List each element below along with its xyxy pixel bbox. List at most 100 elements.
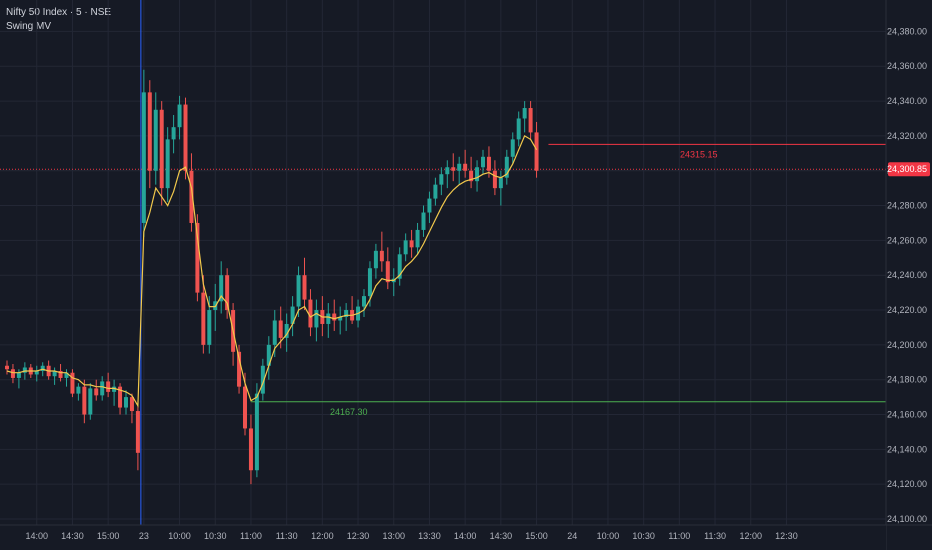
time-tick-label: 15:00 — [525, 531, 548, 541]
candle-body — [528, 108, 533, 133]
price-tick-label: 24,220.00 — [887, 305, 927, 315]
price-tick-label: 24,160.00 — [887, 410, 927, 420]
time-tick-label: 11:30 — [704, 531, 726, 541]
price-tick-label: 24,200.00 — [887, 340, 927, 350]
candle-body — [373, 250, 378, 269]
candle-body — [385, 261, 390, 283]
price-tick-label: 24,340.00 — [887, 96, 927, 106]
candle-body — [427, 198, 432, 213]
price-tick-label: 24,120.00 — [887, 479, 927, 489]
candle-body — [362, 296, 366, 307]
candle-body — [118, 386, 123, 408]
time-tick-label: 12:30 — [775, 531, 798, 541]
candle-body — [201, 292, 206, 345]
candle-body — [147, 92, 152, 171]
candle-body — [475, 167, 480, 182]
candle-body — [141, 92, 146, 223]
candle-body — [296, 275, 301, 307]
candle-body — [254, 393, 259, 471]
candle-body — [445, 167, 450, 175]
candle-body — [338, 317, 343, 321]
candle-body — [379, 250, 384, 262]
candle-body — [153, 109, 158, 171]
candle-body — [266, 344, 271, 366]
price-tick-label: 24,260.00 — [887, 235, 927, 245]
swing-mv-line — [6, 135, 538, 408]
price-tick-label: 24,320.00 — [887, 131, 927, 141]
level-label: 24167.30 — [330, 407, 368, 417]
time-tick-label: 13:00 — [382, 531, 405, 541]
candle-body — [367, 268, 372, 297]
candle-body — [124, 397, 128, 408]
candle-body — [189, 170, 194, 223]
candle-body — [332, 313, 337, 321]
last-price-badge — [888, 162, 930, 177]
candle-body — [171, 127, 176, 140]
time-tick-label: 14:00 — [454, 531, 477, 541]
candle-body — [409, 240, 414, 248]
candle-body — [10, 369, 15, 378]
candle-body — [106, 381, 111, 392]
candle-body — [135, 411, 140, 453]
candle-body — [433, 184, 438, 199]
time-tick-label: 12:00 — [311, 531, 334, 541]
price-scale-panel — [886, 0, 932, 550]
candle-body — [284, 323, 289, 338]
candle-body — [112, 386, 117, 392]
candle-body — [314, 310, 319, 328]
candle-body — [534, 132, 539, 171]
price-tick-label: 24,380.00 — [887, 26, 927, 36]
candle-body — [481, 156, 485, 168]
candle-body — [76, 386, 81, 394]
candle-body — [248, 428, 253, 471]
candle-body — [504, 156, 509, 178]
candle-body — [326, 313, 331, 324]
candle-body — [40, 365, 45, 371]
candle-body — [165, 139, 170, 189]
candle-body — [34, 370, 39, 375]
candle-body — [492, 170, 497, 189]
candle-body — [219, 275, 224, 302]
candle-body — [522, 108, 527, 119]
time-tick-label: 12:30 — [347, 531, 370, 541]
time-tick-label: 24 — [567, 531, 577, 541]
candle-body — [183, 104, 188, 171]
candle-body — [243, 386, 247, 429]
candle-body — [415, 229, 420, 248]
time-tick-label: 10:30 — [632, 531, 655, 541]
candle-body — [451, 167, 456, 171]
candle-body — [177, 104, 182, 128]
candle-body — [421, 212, 426, 230]
candle-body — [469, 170, 474, 182]
candle-body — [159, 109, 164, 189]
candle-body — [302, 275, 307, 300]
candle-body — [237, 351, 242, 387]
candle-body — [100, 381, 105, 396]
candle-body — [52, 370, 57, 377]
symbol-title: Nifty 50 Index · 5 · NSE — [6, 7, 112, 18]
time-tick-label: 10:00 — [597, 531, 620, 541]
candle-body — [290, 306, 295, 324]
time-tick-label: 11:00 — [668, 531, 690, 541]
candle-body — [344, 310, 349, 317]
candle-body — [58, 370, 63, 378]
candle-body — [272, 320, 277, 345]
candle-body — [129, 397, 134, 412]
time-tick-label: 11:00 — [240, 531, 262, 541]
candle-body — [70, 372, 75, 394]
candle-body — [94, 388, 99, 396]
time-tick-label: 23 — [139, 531, 149, 541]
time-tick-label: 11:30 — [276, 531, 298, 541]
time-tick-label: 12:00 — [739, 531, 762, 541]
candle-body — [16, 372, 21, 378]
candle-body — [498, 177, 503, 189]
price-tick-label: 24,240.00 — [887, 270, 927, 280]
candle-body — [88, 388, 93, 415]
candle-body — [516, 118, 521, 140]
candle-body — [510, 139, 515, 157]
candle-body — [22, 367, 27, 373]
candle-body — [486, 156, 491, 171]
time-tick-label: 14:30 — [490, 531, 513, 541]
candle-body — [225, 275, 230, 311]
